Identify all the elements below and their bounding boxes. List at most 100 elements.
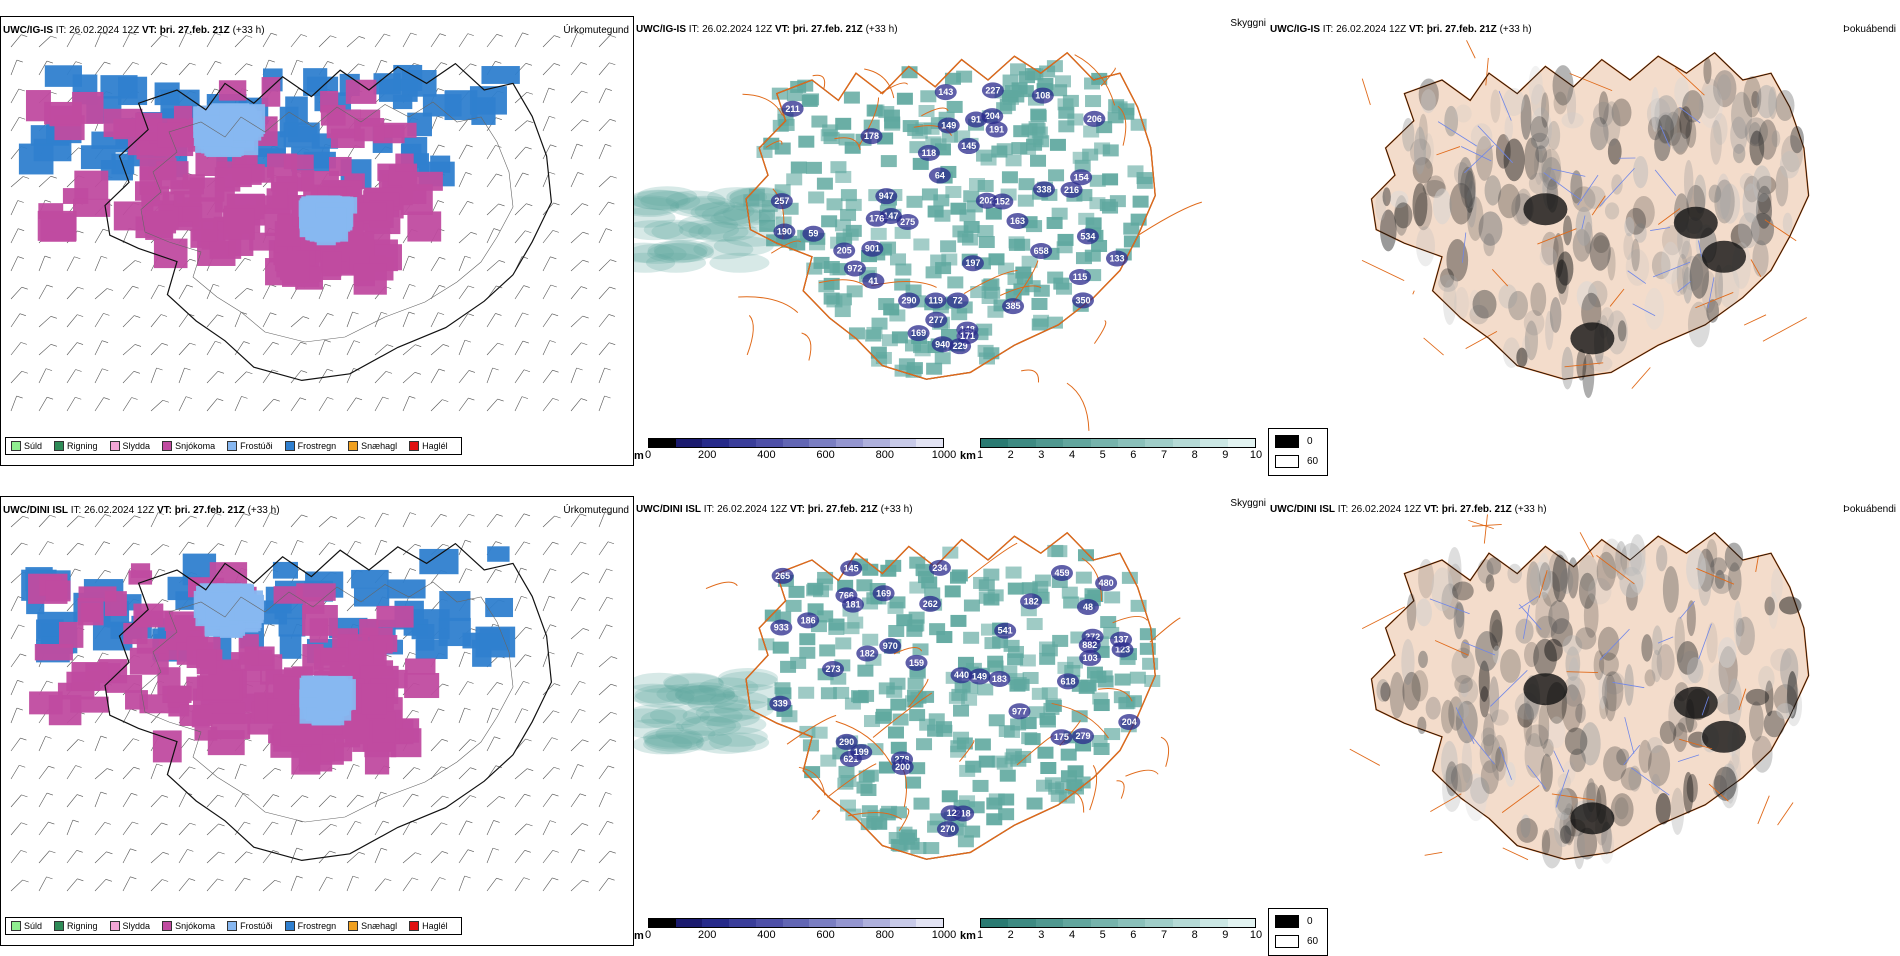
colorbar-segment (1090, 439, 1119, 447)
legend-swatch (409, 441, 420, 451)
colorbar-tick-label: 5 (1099, 929, 1106, 941)
low-visibility-area (936, 821, 959, 838)
visibility-value-label: 199 (854, 747, 869, 757)
legend-label: Frostregn (297, 441, 337, 451)
visibility-value-label: 133 (1109, 253, 1124, 263)
visibility-value-label: 227 (985, 85, 1000, 95)
low-visibility-area (1095, 575, 1118, 592)
low-visibility-area (1071, 292, 1094, 309)
legend-label: Rigning (67, 921, 98, 931)
low-visibility-area (1050, 729, 1073, 746)
low-visibility-area (1056, 673, 1079, 690)
visibility-value-label: 272 (1085, 632, 1100, 642)
legend-label: Haglél (422, 441, 448, 451)
fog-indicator-panel: UWC/DINI ISL IT: 26.02.2024 12Z VT: þri.… (1268, 496, 1900, 956)
low-visibility-area (840, 560, 863, 577)
low-visibility-area (1105, 250, 1128, 267)
precip-legend-item: Slydda (109, 921, 150, 931)
low-visibility-area (875, 188, 898, 205)
legend-swatch (109, 441, 120, 451)
visibility-value-label: 149 (972, 672, 987, 682)
colorbar-unit: km (960, 450, 976, 462)
low-visibility-area (925, 311, 948, 328)
visibility-value-label: 181 (845, 600, 860, 610)
low-visibility-area (891, 758, 914, 775)
colorbar-tick-label: 6 (1130, 929, 1137, 941)
colorbar-tick-label: 1000 (931, 449, 957, 461)
precip-legend-item: Haglél (409, 441, 448, 451)
visibility-value-label: 183 (992, 674, 1007, 684)
visibility-km-colorbar: km 1 2 3 4 5 6 7 8 9 10 (960, 916, 1262, 944)
precip-legend-item: Rigning (54, 441, 98, 451)
low-visibility-area (994, 622, 1017, 639)
visibility-map: 658 534 947 338 901 202 211 972 206 154 229 143 119 1… (634, 51, 1202, 431)
visibility-value-label: 176 (869, 214, 884, 224)
colorbar-tick-label: 8 (1191, 929, 1198, 941)
colorbar-unit: m (634, 930, 644, 942)
colorbar-segment (782, 439, 810, 447)
colorbar-tick-label: 600 (816, 929, 835, 941)
colorbar-tick-label: 800 (875, 929, 894, 941)
visibility-value-label: 72 (953, 296, 963, 306)
precip-legend-item: Snjókoma (162, 441, 215, 451)
visibility-value-label: 290 (902, 296, 917, 306)
visibility-value-label: 338 (1036, 184, 1051, 194)
low-visibility-area (835, 733, 858, 750)
colorbar-segment (916, 919, 944, 927)
visibility-value-label: 265 (775, 571, 790, 581)
colorbar-tick-label: 1 (976, 929, 984, 941)
precip-legend-item: Frostúði (227, 441, 273, 451)
legend-label: Rigning (67, 441, 98, 451)
colorbar-scale (980, 438, 1256, 448)
fog-legend: 0 60 (1268, 428, 1328, 476)
visibility-value-label: 658 (1034, 246, 1049, 256)
colorbar-tick-label: 600 (816, 449, 835, 461)
precip-legend-item: Súld (11, 441, 42, 451)
panel-header: UWC/DINI ISL IT: 26.02.2024 12Z VT: þri.… (1270, 504, 1547, 515)
visibility-title: Skyggni (1230, 498, 1266, 509)
low-visibility-area (769, 695, 792, 712)
low-visibility-area (872, 585, 895, 602)
colorbar-segment (1200, 439, 1228, 447)
visibility-value-label: 339 (773, 699, 788, 709)
fog-title: Þokuábendi (1843, 504, 1896, 515)
visibility-value-label: 169 (876, 588, 891, 598)
colorbar-segment (755, 919, 783, 927)
legend-swatch (54, 921, 65, 931)
visibility-value-label: 350 (1075, 295, 1090, 305)
legend-label: Snjókoma (175, 441, 216, 451)
low-visibility-area (860, 128, 883, 145)
visibility-value-label: 205 (837, 246, 852, 256)
colorbar-segment (1145, 919, 1173, 927)
visibility-value-label: 91 (971, 115, 981, 125)
fog-legend-swatch (1275, 915, 1299, 928)
precip-type-title: Úrkomutegund (563, 25, 629, 36)
visibility-value-label: 270 (940, 824, 955, 834)
visibility-value-label: 190 (777, 227, 792, 237)
colorbar-unit: km (960, 930, 976, 942)
colorbar-segment (1063, 919, 1091, 927)
low-visibility-area (771, 567, 794, 584)
low-visibility-area (981, 82, 1004, 99)
low-visibility-area (928, 559, 951, 576)
low-visibility-area (862, 272, 885, 289)
legend-label: Frostúði (240, 441, 273, 451)
colorbar-segment (916, 439, 944, 447)
low-visibility-area (781, 100, 804, 117)
low-visibility-area (950, 667, 973, 684)
legend-swatch (109, 921, 120, 931)
fog-legend-label: 0 (1307, 436, 1313, 447)
colorbar-segment (1200, 919, 1228, 927)
low-visibility-area (988, 670, 1011, 687)
colorbar-segment (675, 439, 703, 447)
low-visibility-area (898, 292, 921, 309)
visibility-value-label: 440 (954, 670, 969, 680)
low-visibility-area (928, 167, 951, 184)
colorbar-segment (1090, 919, 1119, 927)
colorbar-tick-label: 0 (644, 449, 652, 461)
visibility-panel: UWC/DINI ISL IT: 26.02.2024 12Z VT: þri.… (634, 496, 1268, 946)
low-visibility-area (1069, 268, 1092, 285)
visibility-value-label: 182 (860, 648, 875, 658)
low-visibility-area (919, 595, 942, 612)
visibility-value-label: 279 (1076, 731, 1091, 741)
